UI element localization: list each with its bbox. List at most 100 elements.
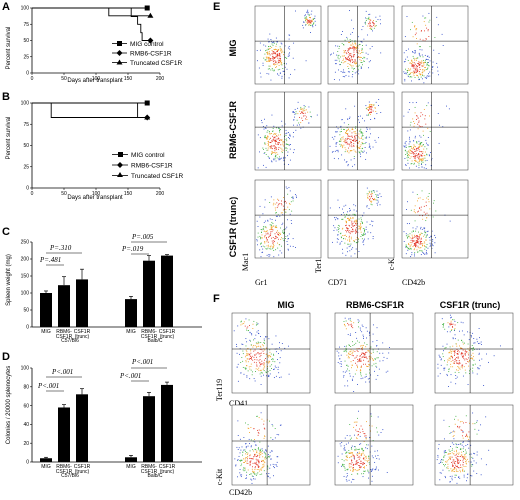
flow-event (243, 467, 244, 469)
flow-event (268, 53, 270, 55)
flow-event (355, 229, 357, 231)
flow-event (269, 254, 271, 256)
flow-event (416, 68, 418, 70)
flow-event (269, 455, 271, 457)
flow-event (257, 459, 259, 461)
flow-event (409, 140, 411, 142)
flow-event (277, 247, 279, 249)
flow-event (449, 481, 451, 483)
flow-event (339, 243, 341, 245)
flow-event (479, 342, 481, 344)
flow-event (346, 53, 348, 55)
flow-event (434, 37, 436, 38)
flow-event (452, 323, 454, 325)
flow-event (352, 74, 354, 76)
flow-event (365, 456, 367, 458)
flow-event (422, 15, 424, 17)
flow-event (292, 200, 294, 202)
flow-event (375, 469, 377, 471)
flow-event (278, 146, 280, 148)
flow-event (263, 128, 265, 130)
flow-event (452, 362, 454, 364)
flow-event (287, 243, 289, 245)
flow-event (416, 66, 418, 68)
flow-event (263, 44, 265, 46)
flow-event (363, 471, 365, 472)
flow-event (303, 22, 305, 23)
flow-event (346, 161, 348, 163)
flow-event (277, 54, 278, 56)
flow-event (361, 29, 363, 31)
flow-event (357, 36, 359, 38)
flow-event (349, 231, 351, 233)
flow-event (366, 187, 368, 189)
flow-event (409, 124, 411, 126)
flow-event (369, 145, 371, 147)
flow-event (260, 371, 262, 373)
flow-event (422, 65, 424, 67)
flow-event (464, 458, 466, 460)
flow-event (238, 447, 240, 449)
flow-event (463, 366, 465, 368)
flow-event (452, 431, 454, 433)
flow-event (339, 131, 341, 133)
flow-event (414, 154, 416, 156)
flow-event (254, 359, 256, 361)
flow-event (271, 153, 272, 155)
flow-event (457, 353, 459, 354)
flow-event (362, 334, 364, 336)
flow-event (332, 151, 334, 153)
flow-event (452, 337, 454, 339)
flow-event (349, 59, 351, 61)
flow-event (261, 119, 262, 121)
flow-event (453, 459, 455, 461)
flow-event (463, 476, 465, 478)
flow-event (264, 359, 265, 361)
flow-event (366, 358, 368, 360)
flow-event (340, 361, 342, 362)
flow-event (311, 10, 313, 12)
flow-event (370, 109, 372, 111)
category-label-d: RBM6- (141, 464, 157, 470)
flow-event (469, 422, 470, 424)
flow-event (280, 139, 282, 141)
flow-event (458, 477, 459, 479)
flow-event (350, 463, 352, 465)
flow-event (363, 120, 365, 122)
flow-event (248, 319, 250, 321)
flow-event (445, 452, 447, 453)
flow-event (429, 239, 431, 241)
bar-c (125, 299, 137, 327)
flow-event (343, 376, 345, 378)
flow-event (276, 56, 278, 58)
flow-event (426, 61, 428, 63)
flow-event (281, 150, 283, 152)
flow-event (457, 357, 459, 359)
flow-event (252, 344, 254, 346)
flow-event (278, 62, 280, 64)
flow-event (424, 118, 426, 120)
flow-event (422, 218, 424, 220)
flow-event (271, 359, 273, 360)
pvalue-c3: P=.005 (131, 233, 154, 241)
flow-event (407, 247, 409, 249)
flow-event (268, 360, 270, 362)
flow-event (345, 328, 347, 330)
flow-event (270, 79, 272, 81)
flow-event (359, 145, 361, 147)
flow-event (360, 128, 362, 130)
flow-event (473, 342, 475, 344)
flow-plot-frame (254, 91, 322, 171)
flow-event (372, 236, 374, 237)
flow-event (450, 468, 452, 470)
flow-event (263, 353, 265, 354)
y-tick-label-b: 0 (26, 186, 29, 192)
flow-event (413, 71, 415, 73)
flow-event (299, 124, 300, 126)
flow-event (269, 131, 270, 133)
flow-event (367, 444, 369, 446)
flow-event (265, 336, 267, 338)
flow-event (241, 460, 243, 462)
flow-event (269, 146, 271, 148)
flow-event (419, 68, 421, 70)
